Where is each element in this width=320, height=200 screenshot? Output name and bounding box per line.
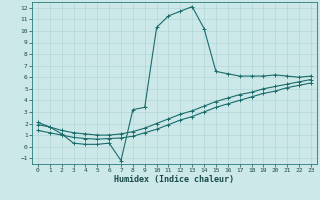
X-axis label: Humidex (Indice chaleur): Humidex (Indice chaleur) [115,175,234,184]
